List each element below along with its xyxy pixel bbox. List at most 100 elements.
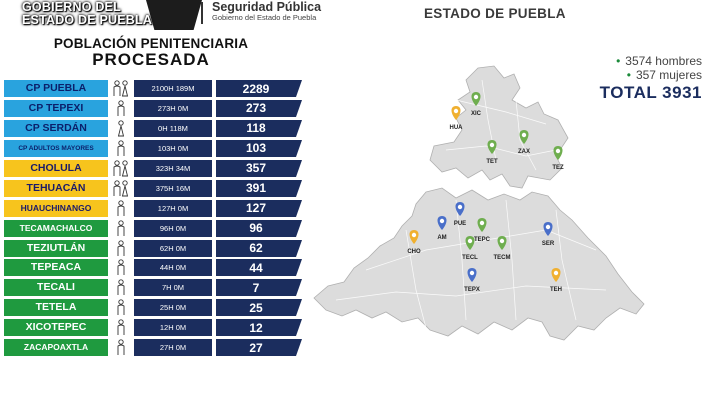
pin-label: TEPC [474, 237, 491, 243]
prison-name: CHOLULA [4, 159, 108, 177]
table-row: TECALI 7H 0M 7 [4, 279, 304, 297]
pin-dot [499, 238, 505, 244]
pin-label: TEZ [552, 165, 564, 171]
population-type-icon [110, 180, 132, 197]
gender-breakdown: 127H 0M [134, 199, 212, 217]
man-icon [117, 219, 125, 236]
map-pin: TECM [494, 236, 511, 261]
prison-name: TEHUACÁN [4, 179, 108, 197]
bullet: • [626, 68, 631, 82]
row-total: 127 [216, 199, 302, 217]
row-total: 12 [216, 319, 302, 337]
women-count: • 357 mujeres [570, 68, 702, 82]
security-title: Seguridad Pública [212, 0, 322, 14]
population-type-icon [110, 160, 132, 177]
pin-dot [411, 232, 417, 238]
map-pin: TEZ [552, 146, 564, 171]
table-row: TETELA 25H 0M 25 [4, 299, 304, 317]
pin-dot [521, 132, 527, 138]
map-pins: XIC HUA ZAX TET TEZ PUE AM TEPC CHO TECL TECM SER TE… [407, 92, 564, 293]
map-pin: TET [486, 140, 498, 165]
population-type-icon [110, 239, 132, 257]
map-pin: TEH [550, 268, 562, 293]
man-icon [113, 180, 121, 196]
man-icon [117, 279, 125, 296]
table-row: CP PUEBLA 2100H 189M 2289 [4, 80, 304, 98]
man-icon [117, 259, 125, 276]
map-pin: TEPX [464, 268, 480, 293]
population-type-icon [110, 319, 132, 336]
pin-dot [439, 218, 445, 224]
pin-label: TEPX [464, 287, 480, 293]
pin-label: XIC [471, 111, 482, 117]
pin-dot [473, 94, 479, 100]
woman-icon [121, 160, 129, 177]
man-icon [113, 160, 121, 176]
population-type-icon [110, 219, 132, 237]
men-text: 3574 hombres [625, 54, 702, 68]
gender-breakdown: 44H 0M [134, 259, 212, 277]
table-row: HUAUCHINANGO 127H 0M 127 [4, 199, 304, 218]
table-row: TEHUACÁN 375H 16M 391 [4, 179, 304, 198]
table-row: XICOTEPEC 12H 0M 12 [4, 319, 304, 337]
table-row: CP SERDÁN 0H 118M 118 [4, 119, 304, 138]
gender-breakdown: 25H 0M [134, 299, 212, 317]
prison-name: CP PUEBLA [4, 80, 108, 97]
header: GOBIERNO DEL ESTADO DE PUEBLA Seguridad … [0, 0, 715, 36]
population-type-icon [110, 80, 132, 97]
gender-breakdown: 12H 0M [134, 319, 212, 337]
prison-table: CP PUEBLA 2100H 189M 2289 CP TEPEXI 273H 0M 2… [4, 80, 304, 359]
women-text: 357 mujeres [635, 68, 702, 82]
page-title: POBLACIÓN PENITENCIARIA PROCESADA [20, 36, 282, 70]
population-type-icon [110, 299, 132, 316]
man-icon [117, 140, 125, 156]
gender-breakdown: 273H 0M [134, 99, 212, 117]
pin-dot [553, 270, 559, 276]
man-icon [117, 319, 125, 336]
state-silhouette [429, 65, 569, 189]
government-name: GOBIERNO DEL ESTADO DE PUEBLA [22, 1, 152, 27]
row-total: 391 [216, 179, 302, 197]
map-pin: SER [542, 222, 555, 247]
prison-name: TEZIUTLÁN [4, 239, 108, 257]
row-total: 118 [216, 119, 302, 137]
gender-breakdown: 0H 118M [134, 119, 212, 137]
map-pin: PUE [454, 202, 466, 227]
gender-breakdown: 2100H 189M [134, 80, 212, 97]
map-pin: CHO [407, 230, 421, 255]
pin-label: TEH [550, 287, 562, 293]
man-icon [117, 339, 125, 356]
government-logo: GOBIERNO DEL ESTADO DE PUEBLA [8, 0, 202, 34]
row-total: 25 [216, 299, 302, 317]
pin-dot [457, 204, 463, 210]
man-icon [117, 100, 125, 116]
row-total: 62 [216, 239, 302, 257]
pin-dot [479, 220, 485, 226]
gov-line-2: ESTADO DE PUEBLA [22, 13, 153, 27]
gov-line-1: GOBIERNO DEL [22, 0, 121, 14]
gender-breakdown: 96H 0M [134, 219, 212, 237]
population-type-icon [110, 279, 132, 296]
prison-name: TEPEACA [4, 259, 108, 277]
header-divider [201, 2, 203, 24]
row-total: 27 [216, 339, 302, 357]
population-type-icon [110, 199, 132, 217]
prison-name: ZACAPOAXTLA [4, 339, 108, 357]
gender-breakdown: 27H 0M [134, 339, 212, 357]
map-pin: AM [437, 216, 447, 241]
row-total: 7 [216, 279, 302, 297]
pin-label: TET [486, 159, 498, 165]
prison-name: HUAUCHINANGO [4, 199, 108, 217]
pin-dot [555, 148, 561, 154]
table-row: CP ADULTOS MAYORES 103H 0M 103 [4, 139, 304, 158]
men-count: • 3574 hombres [570, 54, 702, 68]
man-icon [117, 299, 125, 316]
prison-name: XICOTEPEC [4, 319, 108, 337]
map-pin: HUA [450, 106, 463, 131]
title-line-1: POBLACIÓN PENITENCIARIA [53, 36, 249, 51]
man-icon [117, 239, 125, 256]
security-logo: Seguridad Pública Gobierno del Estado de… [212, 0, 321, 22]
population-type-icon [110, 100, 132, 117]
pin-label: CHO [407, 249, 421, 255]
row-total: 273 [216, 99, 302, 117]
